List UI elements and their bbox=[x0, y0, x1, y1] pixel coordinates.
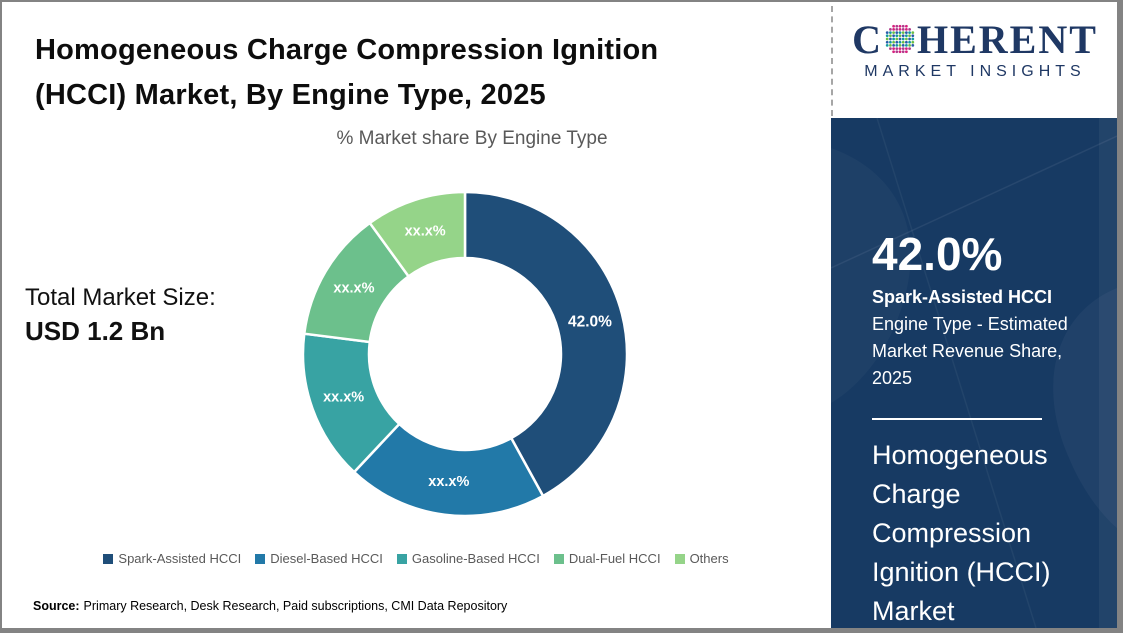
highlight-stat-segment: Spark-Assisted HCCI bbox=[872, 287, 1053, 307]
slice-label: xx.x% bbox=[333, 280, 374, 296]
legend-item-gasoline-based-hcci: Gasoline-Based HCCI bbox=[396, 551, 540, 566]
legend-item-dual-fuel-hcci: Dual-Fuel HCCI bbox=[553, 551, 661, 566]
globe-dots-icon bbox=[885, 24, 915, 54]
company-logo: C HERENT MARKET INSIGHTS bbox=[842, 18, 1108, 81]
dashed-divider bbox=[831, 6, 833, 116]
source-note: Source: Primary Research, Desk Research, … bbox=[33, 599, 507, 613]
source-text: Primary Research, Desk Research, Paid su… bbox=[83, 599, 508, 613]
legend-item-diesel-based-hcci: Diesel-Based HCCI bbox=[255, 551, 383, 566]
logo-letter-c: C bbox=[852, 17, 883, 62]
donut-slice-diesel-based-hcci bbox=[352, 422, 545, 518]
legend-swatch-icon bbox=[553, 553, 564, 564]
sidebar-panel: 42.0% Spark-Assisted HCCI Engine Type - … bbox=[831, 118, 1117, 628]
chart-subtitle: % Market share By Engine Type bbox=[336, 128, 608, 149]
total-market-size-value: USD 1.2 Bn bbox=[25, 316, 166, 346]
slice-label: 42.0% bbox=[568, 313, 612, 330]
legend-swatch-icon bbox=[255, 553, 266, 564]
legend-label: Dual-Fuel HCCI bbox=[568, 551, 661, 566]
legend-label: Gasoline-Based HCCI bbox=[411, 551, 540, 566]
logo-tagline: MARKET INSIGHTS bbox=[864, 63, 1086, 80]
logo-letters-rest: HERENT bbox=[916, 17, 1098, 62]
page-title-line1: Homogeneous Charge Compression Ignition bbox=[35, 34, 659, 66]
highlight-stat-description: Engine Type - Estimated Market Revenue S… bbox=[872, 314, 1068, 388]
legend-label: Spark-Assisted HCCI bbox=[118, 551, 242, 566]
legend-item-others: Others bbox=[674, 551, 729, 566]
chart-legend: Spark-Assisted HCCI Diesel-Based HCCI Gaso… bbox=[2, 551, 830, 566]
legend-label: Others bbox=[689, 551, 729, 566]
highlight-stat-value: 42.0% bbox=[872, 228, 1003, 280]
logo-wordmark: C HERENT bbox=[842, 18, 1108, 62]
source-label: Source: bbox=[33, 599, 80, 613]
donut-slice-others bbox=[368, 190, 467, 279]
page-title-line2: (HCCI) Market, By Engine Type, 2025 bbox=[35, 79, 546, 111]
legend-label: Diesel-Based HCCI bbox=[270, 551, 383, 566]
legend-swatch-icon bbox=[103, 553, 114, 564]
legend-swatch-icon bbox=[396, 553, 407, 564]
total-market-size-label: Total Market Size: bbox=[25, 284, 216, 311]
donut-chart: 42.0% xx.x% xx.x% xx.x% xx.x% bbox=[301, 190, 629, 518]
total-market-size: Total Market Size: USD 1.2 Bn bbox=[25, 282, 216, 348]
slice-label: xx.x% bbox=[323, 390, 364, 406]
slice-label: xx.x% bbox=[428, 474, 469, 490]
highlight-stat: 42.0% Spark-Assisted HCCI Engine Type - … bbox=[872, 228, 1097, 420]
page-title: Homogeneous Charge Compression Ignition … bbox=[35, 28, 755, 118]
legend-item-spark-assisted-hcci: Spark-Assisted HCCI bbox=[103, 551, 241, 566]
legend-swatch-icon bbox=[674, 553, 685, 564]
donut-slice-spark-assisted-hcci bbox=[463, 190, 629, 498]
sidebar-market-title: Homogeneous Charge Compression Ignition … bbox=[872, 440, 1051, 626]
slice-label: xx.x% bbox=[405, 223, 446, 239]
stat-divider bbox=[872, 418, 1042, 420]
